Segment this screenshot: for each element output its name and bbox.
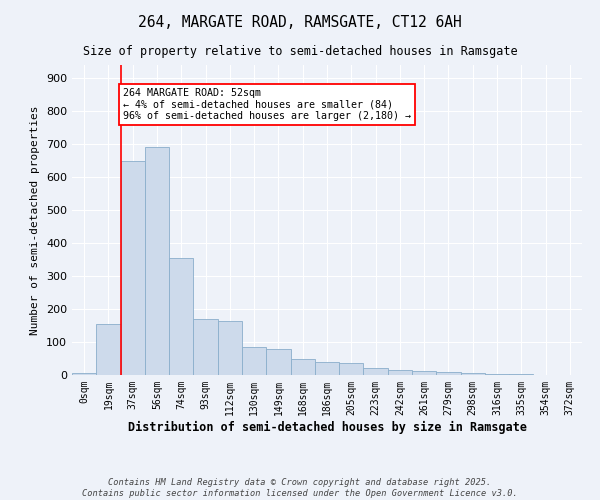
Bar <box>412 371 436 375</box>
Bar <box>193 319 218 375</box>
Bar <box>72 374 96 375</box>
Bar <box>266 348 290 375</box>
Bar <box>461 373 485 375</box>
Text: 264, MARGATE ROAD, RAMSGATE, CT12 6AH: 264, MARGATE ROAD, RAMSGATE, CT12 6AH <box>138 15 462 30</box>
Bar <box>388 370 412 375</box>
Bar <box>96 324 121 375</box>
Bar <box>290 358 315 375</box>
Bar <box>218 320 242 375</box>
Bar <box>485 374 509 375</box>
Y-axis label: Number of semi-detached properties: Number of semi-detached properties <box>31 106 40 335</box>
Text: Contains HM Land Registry data © Crown copyright and database right 2025.
Contai: Contains HM Land Registry data © Crown c… <box>82 478 518 498</box>
Bar <box>436 372 461 375</box>
Bar <box>169 258 193 375</box>
Bar <box>315 362 339 375</box>
X-axis label: Distribution of semi-detached houses by size in Ramsgate: Distribution of semi-detached houses by … <box>128 420 527 434</box>
Text: 264 MARGATE ROAD: 52sqm
← 4% of semi-detached houses are smaller (84)
96% of sem: 264 MARGATE ROAD: 52sqm ← 4% of semi-det… <box>123 88 411 122</box>
Bar <box>509 374 533 375</box>
Bar <box>242 347 266 375</box>
Bar <box>121 160 145 375</box>
Bar <box>339 364 364 375</box>
Bar <box>364 368 388 375</box>
Bar <box>145 148 169 375</box>
Text: Size of property relative to semi-detached houses in Ramsgate: Size of property relative to semi-detach… <box>83 45 517 58</box>
